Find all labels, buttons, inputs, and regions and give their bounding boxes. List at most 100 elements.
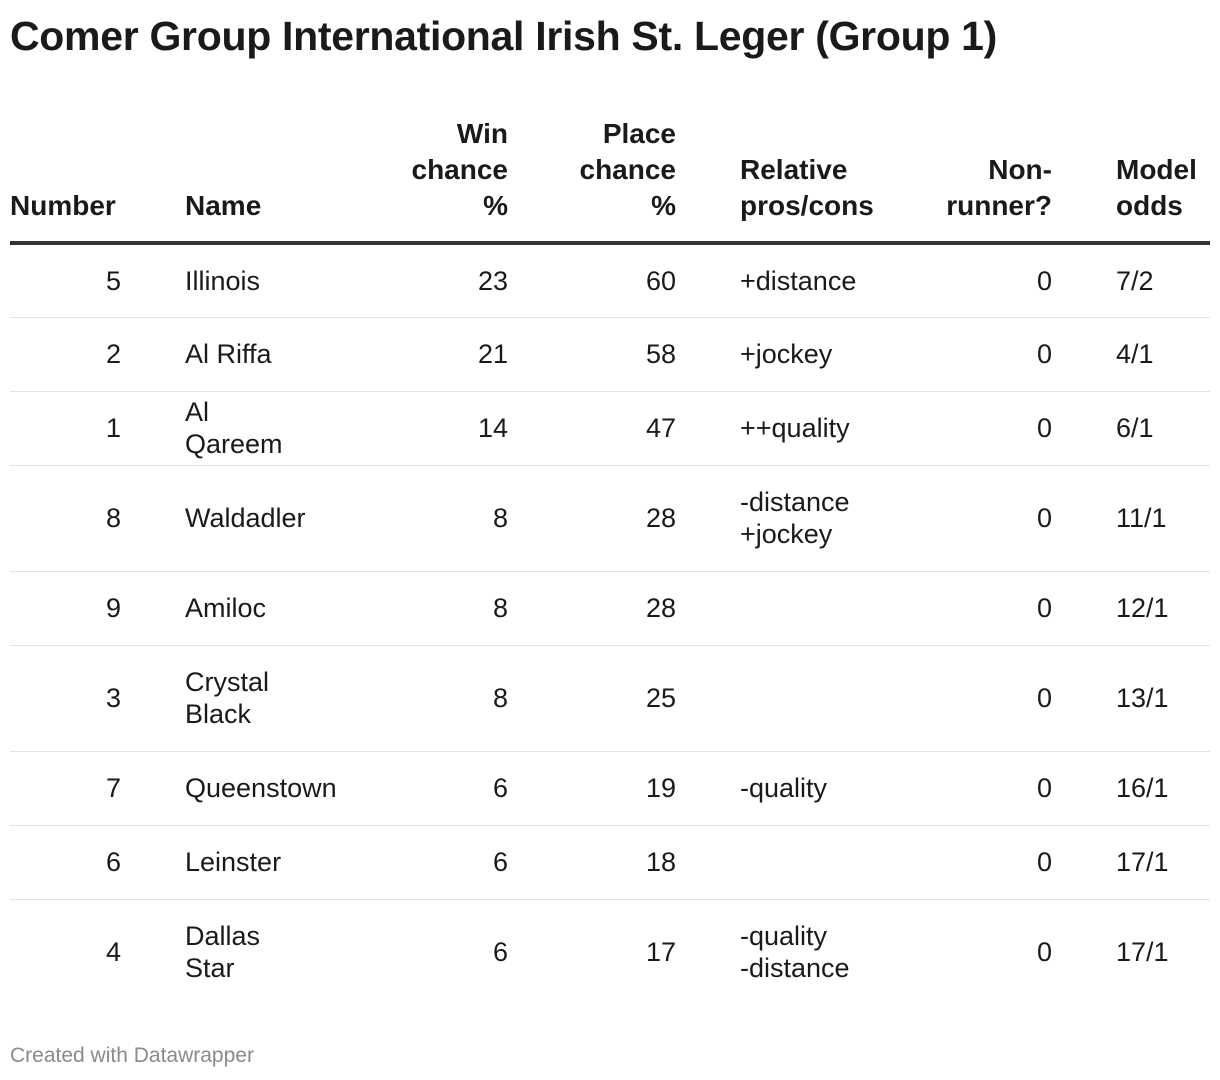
cell-pros-cons: ++quality xyxy=(676,391,882,466)
column-header-win-chance[interactable]: Win chance % xyxy=(296,116,508,245)
cell-win-chance: 6 xyxy=(296,899,508,1005)
column-header-name[interactable]: Name xyxy=(121,116,296,245)
data-table: Number Name Win chance % Place chance % … xyxy=(10,116,1210,1005)
cell-pros-cons: -quality -distance xyxy=(676,899,882,1005)
cell-place-chance: 58 xyxy=(508,317,676,392)
cell-model-odds-text: 6/1 xyxy=(1116,413,1154,443)
cell-non-runner: 0 xyxy=(882,571,1052,646)
cell-model-odds-text: 12/1 xyxy=(1116,593,1169,623)
cell-number-text: 1 xyxy=(105,413,121,443)
table-row: 8 Waldadler 8 28 -distance +jockey 0 11/1 xyxy=(10,465,1210,572)
cell-name: Al Qareem xyxy=(121,391,296,466)
cell-non-runner: 0 xyxy=(882,465,1052,572)
cell-pros-cons-text: -distance +jockey xyxy=(740,487,850,549)
cell-number: 8 xyxy=(10,465,121,572)
cell-win-chance: 8 xyxy=(296,571,508,646)
cell-place-chance: 47 xyxy=(508,391,676,466)
cell-win-chance-text: 21 xyxy=(477,339,508,369)
cell-pros-cons-text: -quality -distance xyxy=(740,921,850,984)
cell-model-odds: 7/2 xyxy=(1052,243,1210,318)
table-row: 3 Crystal Black 8 25 0 13/1 xyxy=(10,645,1210,752)
cell-model-odds-text: 17/1 xyxy=(1116,937,1169,968)
cell-non-runner: 0 xyxy=(882,645,1052,752)
cell-place-chance: 25 xyxy=(508,645,676,752)
cell-number-text: 2 xyxy=(105,339,121,369)
cell-number: 4 xyxy=(10,899,121,1005)
cell-non-runner-text: 0 xyxy=(1036,503,1052,533)
cell-model-odds: 13/1 xyxy=(1052,645,1210,752)
table-row: 7 Queenstown 6 19 -quality 0 16/1 xyxy=(10,751,1210,826)
cell-win-chance: 8 xyxy=(296,645,508,752)
cell-win-chance-text: 6 xyxy=(492,773,508,803)
cell-win-chance: 14 xyxy=(296,391,508,466)
cell-model-odds: 17/1 xyxy=(1052,825,1210,900)
cell-model-odds: 12/1 xyxy=(1052,571,1210,646)
cell-place-chance-text: 17 xyxy=(645,937,676,968)
cell-number: 3 xyxy=(10,645,121,752)
table-body: 5 Illinois 23 60 +distance 0 7/2 2 Al Riffa 21 58 +… xyxy=(10,243,1210,1005)
column-header-number[interactable]: Number xyxy=(10,116,121,245)
cell-win-chance-text: 14 xyxy=(477,413,508,443)
cell-non-runner-text: 0 xyxy=(1036,339,1052,369)
cell-number-text: 9 xyxy=(105,593,121,623)
cell-number-text: 4 xyxy=(105,937,121,968)
cell-number-text: 7 xyxy=(105,773,121,803)
cell-pros-cons-text: ++quality xyxy=(740,413,850,443)
cell-number: 5 xyxy=(10,243,121,318)
cell-place-chance-text: 28 xyxy=(645,593,676,623)
cell-name: Waldadler xyxy=(121,465,306,572)
cell-pros-cons: -quality xyxy=(676,751,882,826)
cell-number-text: 6 xyxy=(105,847,121,877)
cell-number-text: 5 xyxy=(105,265,121,296)
cell-non-runner-text: 0 xyxy=(1036,265,1052,296)
cell-model-odds-text: 17/1 xyxy=(1116,847,1169,877)
cell-pros-cons-text: +jockey xyxy=(740,339,833,369)
table-row: 1 Al Qareem 14 47 ++quality 0 6/1 xyxy=(10,391,1210,466)
cell-model-odds-text: 4/1 xyxy=(1116,339,1154,369)
cell-win-chance: 6 xyxy=(296,751,508,826)
cell-number: 7 xyxy=(10,751,121,826)
cell-model-odds-text: 7/2 xyxy=(1116,265,1154,296)
cell-name-text: Al Qareem xyxy=(185,397,283,459)
cell-place-chance: 19 xyxy=(508,751,676,826)
cell-name-text: Leinster xyxy=(185,847,282,877)
cell-number-text: 8 xyxy=(105,503,121,533)
cell-name: Al Riffa xyxy=(121,317,296,392)
cell-win-chance: 6 xyxy=(296,825,508,900)
table-row: 4 Dallas Star 6 17 -quality -distance 0 17/1 xyxy=(10,899,1210,1005)
column-header-model-odds[interactable]: Model odds xyxy=(1052,116,1210,245)
cell-non-runner: 0 xyxy=(882,391,1052,466)
cell-name-text: Crystal Black xyxy=(185,667,270,729)
cell-pros-cons-text: +distance xyxy=(740,265,857,296)
cell-name-text: Queenstown xyxy=(185,773,337,803)
cell-name-text: Dallas Star xyxy=(185,921,261,984)
cell-place-chance: 28 xyxy=(508,571,676,646)
column-header-non-runner[interactable]: Non- runner? xyxy=(882,116,1052,245)
cell-win-chance: 21 xyxy=(296,317,508,392)
cell-win-chance-text: 6 xyxy=(492,847,508,877)
column-header-place-chance[interactable]: Place chance % xyxy=(508,116,676,245)
cell-pros-cons xyxy=(676,571,882,646)
cell-model-odds: 17/1 xyxy=(1052,899,1210,1005)
cell-model-odds-text: 11/1 xyxy=(1116,503,1167,533)
table-row: 5 Illinois 23 60 +distance 0 7/2 xyxy=(10,243,1210,318)
cell-number: 6 xyxy=(10,825,121,900)
cell-name-text: Illinois xyxy=(185,265,261,296)
cell-place-chance-text: 25 xyxy=(645,683,676,713)
cell-number-text: 3 xyxy=(105,683,121,713)
cell-name-text: Al Riffa xyxy=(185,339,272,369)
cell-model-odds: 16/1 xyxy=(1052,751,1210,826)
cell-place-chance-text: 28 xyxy=(645,503,676,533)
column-header-pros-cons[interactable]: Relative pros/cons xyxy=(676,116,882,245)
cell-place-chance-text: 19 xyxy=(645,773,676,803)
data-table-wrapper: Number Name Win chance % Place chance % … xyxy=(10,116,1210,1005)
cell-place-chance: 28 xyxy=(508,465,676,572)
cell-pros-cons: +distance xyxy=(676,243,882,318)
cell-pros-cons xyxy=(676,825,882,900)
cell-name: Queenstown xyxy=(121,751,337,826)
cell-non-runner: 0 xyxy=(882,825,1052,900)
cell-place-chance: 60 xyxy=(508,243,676,318)
cell-win-chance-text: 23 xyxy=(477,265,508,296)
cell-pros-cons: +jockey xyxy=(676,317,882,392)
cell-win-chance-text: 8 xyxy=(492,503,508,533)
